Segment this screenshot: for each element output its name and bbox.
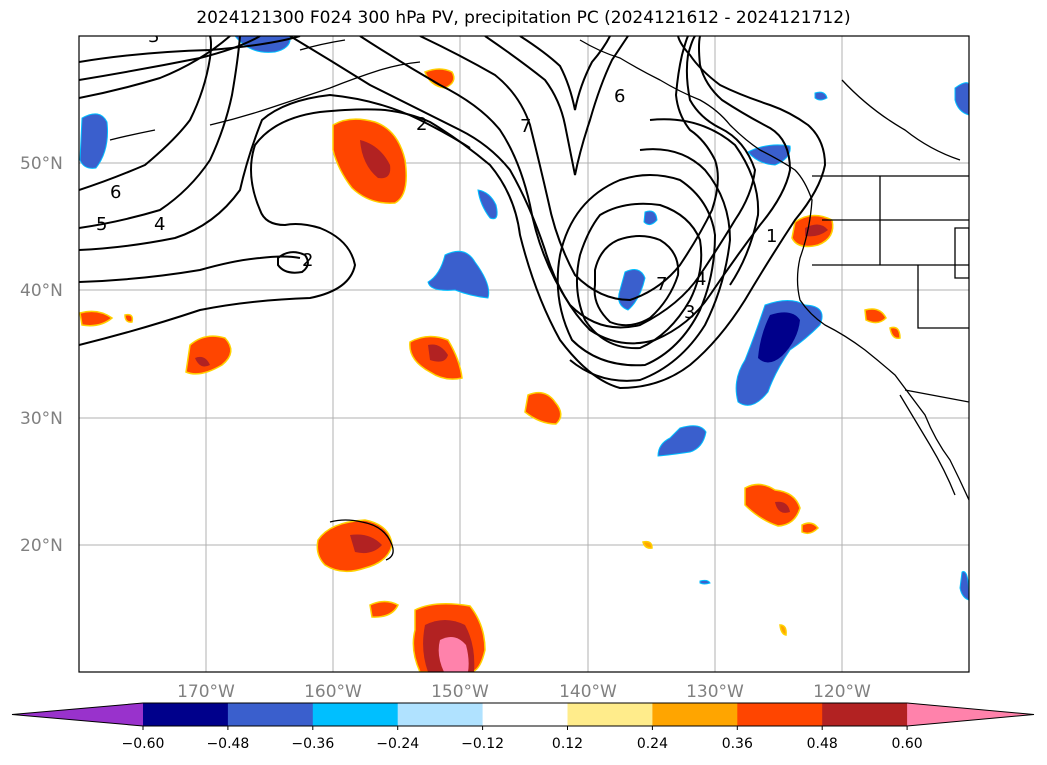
contour-label: 4 — [154, 214, 165, 235]
colorbar: −0.60 −0.48 −0.36 −0.24 −0.12 0.12 0.24 0.36 0.4… — [11, 702, 1035, 752]
colorbar-swatch — [482, 703, 568, 726]
lon-label: 170°W — [177, 682, 235, 702]
lon-label: 130°W — [686, 682, 744, 702]
colorbar-tick-label: −0.24 — [376, 736, 419, 752]
contour-label: 1 — [766, 226, 777, 247]
map-title: 2024121300 F024 300 hPa PV, precipitatio… — [196, 8, 851, 28]
colorbar-swatch — [227, 703, 314, 726]
coastlines — [109, 39, 969, 561]
lon-labels: 170°W 160°W 150°W 140°W 130°W 120°W — [177, 682, 871, 702]
precip-positive — [79, 68, 901, 672]
colorbar-swatch — [143, 703, 229, 726]
colorbar-tick-label: −0.60 — [122, 736, 165, 752]
contour-label: 6 — [110, 182, 121, 203]
colorbar-tick-label: −0.36 — [291, 736, 334, 752]
colorbar-swatch — [822, 703, 908, 726]
lon-label: 160°W — [304, 682, 362, 702]
colorbar-tick-label: 0.48 — [807, 736, 838, 752]
colorbar-tick-label: 0.24 — [637, 736, 668, 752]
contour-label: 5 — [96, 214, 107, 235]
lat-label: 40°N — [20, 281, 63, 301]
colorbar-extend-low — [12, 703, 143, 726]
lat-label: 30°N — [20, 409, 63, 429]
lat-label: 20°N — [20, 536, 63, 556]
colorbar-tick-label: 0.12 — [552, 736, 583, 752]
map-border — [78, 35, 970, 673]
colorbar-extend-high — [907, 703, 1034, 726]
colorbar-tick-label: −0.48 — [206, 736, 249, 752]
contour-label: 3 — [148, 26, 159, 47]
colorbar-swatch — [567, 703, 653, 726]
contour-label: 6 — [614, 86, 625, 107]
contour-label: 2 — [416, 114, 427, 135]
lon-label: 120°W — [813, 682, 871, 702]
colorbar-swatch — [737, 703, 823, 726]
pv-contour-labels: 3 6 5 4 2 2 7 6 1 7 4 3 — [96, 26, 777, 323]
contour-label: 3 — [684, 302, 695, 323]
pv-contours — [79, 36, 827, 390]
lat-label: 50°N — [20, 154, 63, 174]
colorbar-tick-label: 0.60 — [892, 736, 923, 752]
contour-label: 2 — [302, 250, 313, 271]
colorbar-swatch — [397, 703, 484, 726]
colorbar-tick-label: 0.36 — [722, 736, 753, 752]
lon-label: 150°W — [431, 682, 489, 702]
colorbar-swatch — [652, 703, 738, 726]
contour-label: 7 — [520, 116, 531, 137]
contour-label: 7 — [656, 274, 667, 295]
colorbar-tick-label: −0.12 — [461, 736, 504, 752]
contour-label: 4 — [695, 269, 706, 290]
lon-label: 140°W — [559, 682, 617, 702]
colorbar-swatch — [312, 703, 399, 726]
precip-negative — [79, 36, 969, 601]
lat-labels: 50°N 40°N 30°N 20°N — [20, 154, 63, 556]
